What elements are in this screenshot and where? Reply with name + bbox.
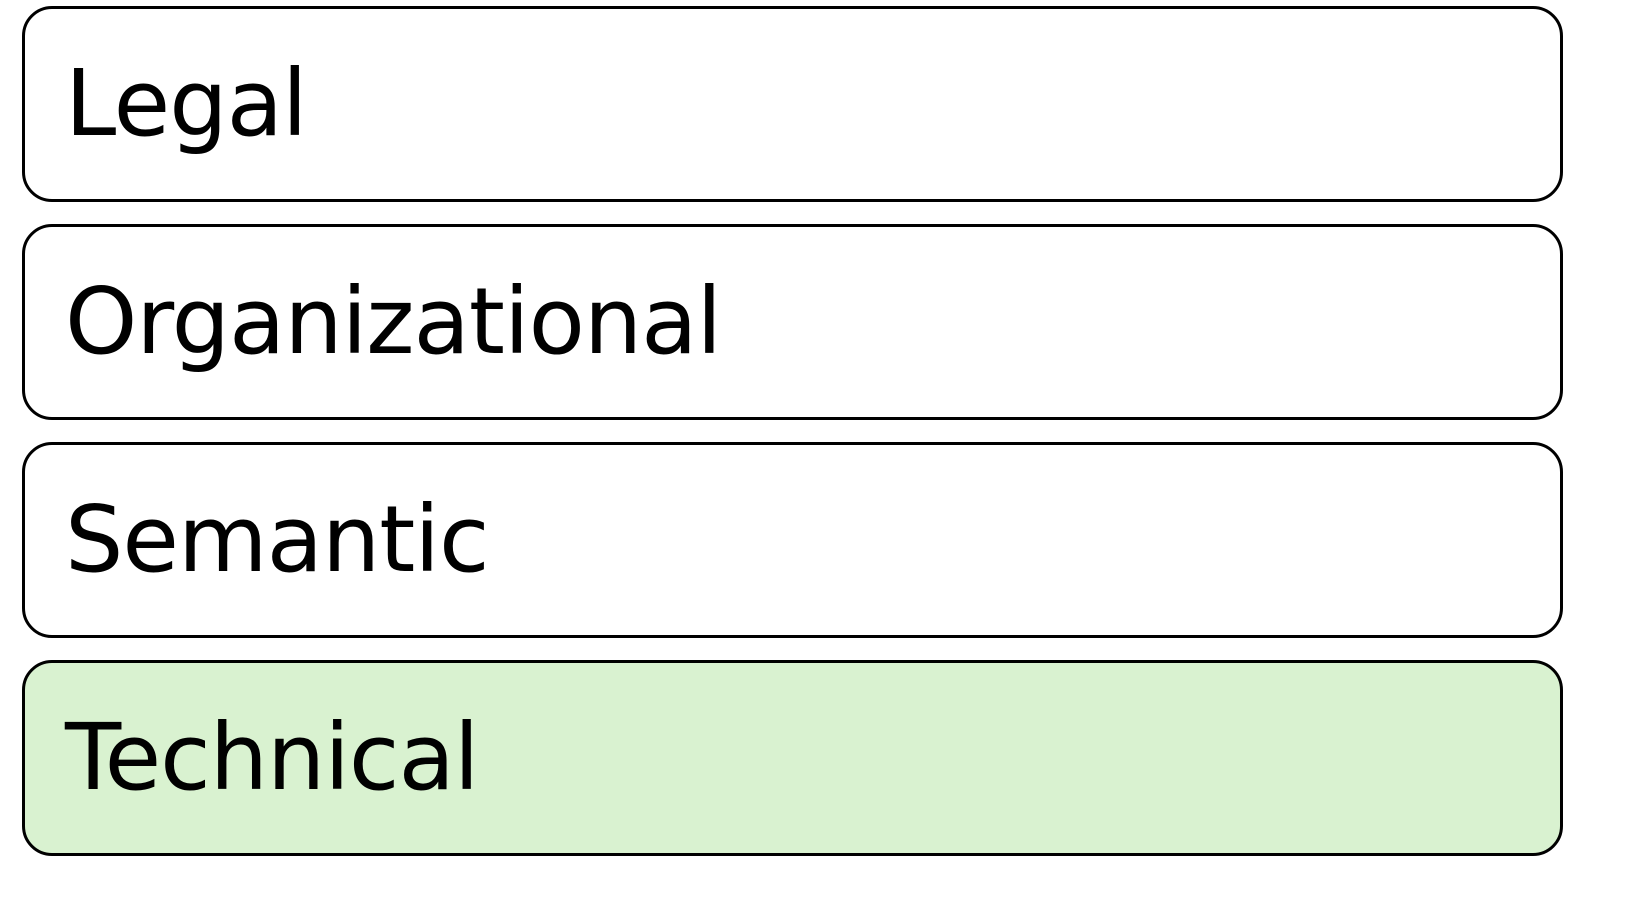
layer-label-legal: Legal bbox=[65, 50, 308, 157]
layer-box-legal: Legal bbox=[22, 6, 1563, 202]
layer-label-technical: Technical bbox=[65, 704, 479, 811]
layer-box-organizational: Organizational bbox=[22, 224, 1563, 420]
layer-label-semantic: Semantic bbox=[65, 486, 490, 593]
layer-box-semantic: Semantic bbox=[22, 442, 1563, 638]
layer-box-technical: Technical bbox=[22, 660, 1563, 856]
layer-label-organizational: Organizational bbox=[65, 268, 722, 375]
